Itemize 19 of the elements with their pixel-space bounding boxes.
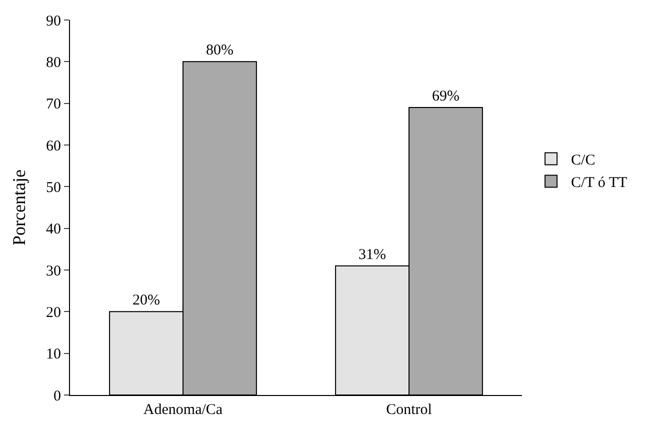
data-label: 20% [132, 292, 160, 309]
y-tick-label: 40 [46, 222, 61, 238]
data-label: 80% [206, 42, 234, 59]
y-tick-label: 10 [46, 346, 61, 363]
y-tick-label: 0 [54, 388, 61, 404]
y-tick-label: 50 [46, 180, 61, 196]
data-label: 31% [358, 246, 386, 263]
legend-label: C/T ó TT [571, 175, 628, 192]
data-label: 69% [432, 88, 460, 104]
y-tick-label: 60 [46, 138, 61, 154]
x-tick-label: Adenoma/Ca [143, 402, 223, 418]
y-tick-label: 90 [46, 13, 61, 30]
x-tick-label: Control [386, 402, 432, 418]
y-tick-label: 30 [46, 263, 61, 280]
y-tick-label: 70 [46, 96, 61, 113]
legend-label: C/C [571, 152, 596, 169]
y-tick-label: 80 [46, 54, 61, 71]
y-tick-label: 20 [46, 304, 61, 321]
y-axis-title: Porcentaje [9, 170, 30, 246]
